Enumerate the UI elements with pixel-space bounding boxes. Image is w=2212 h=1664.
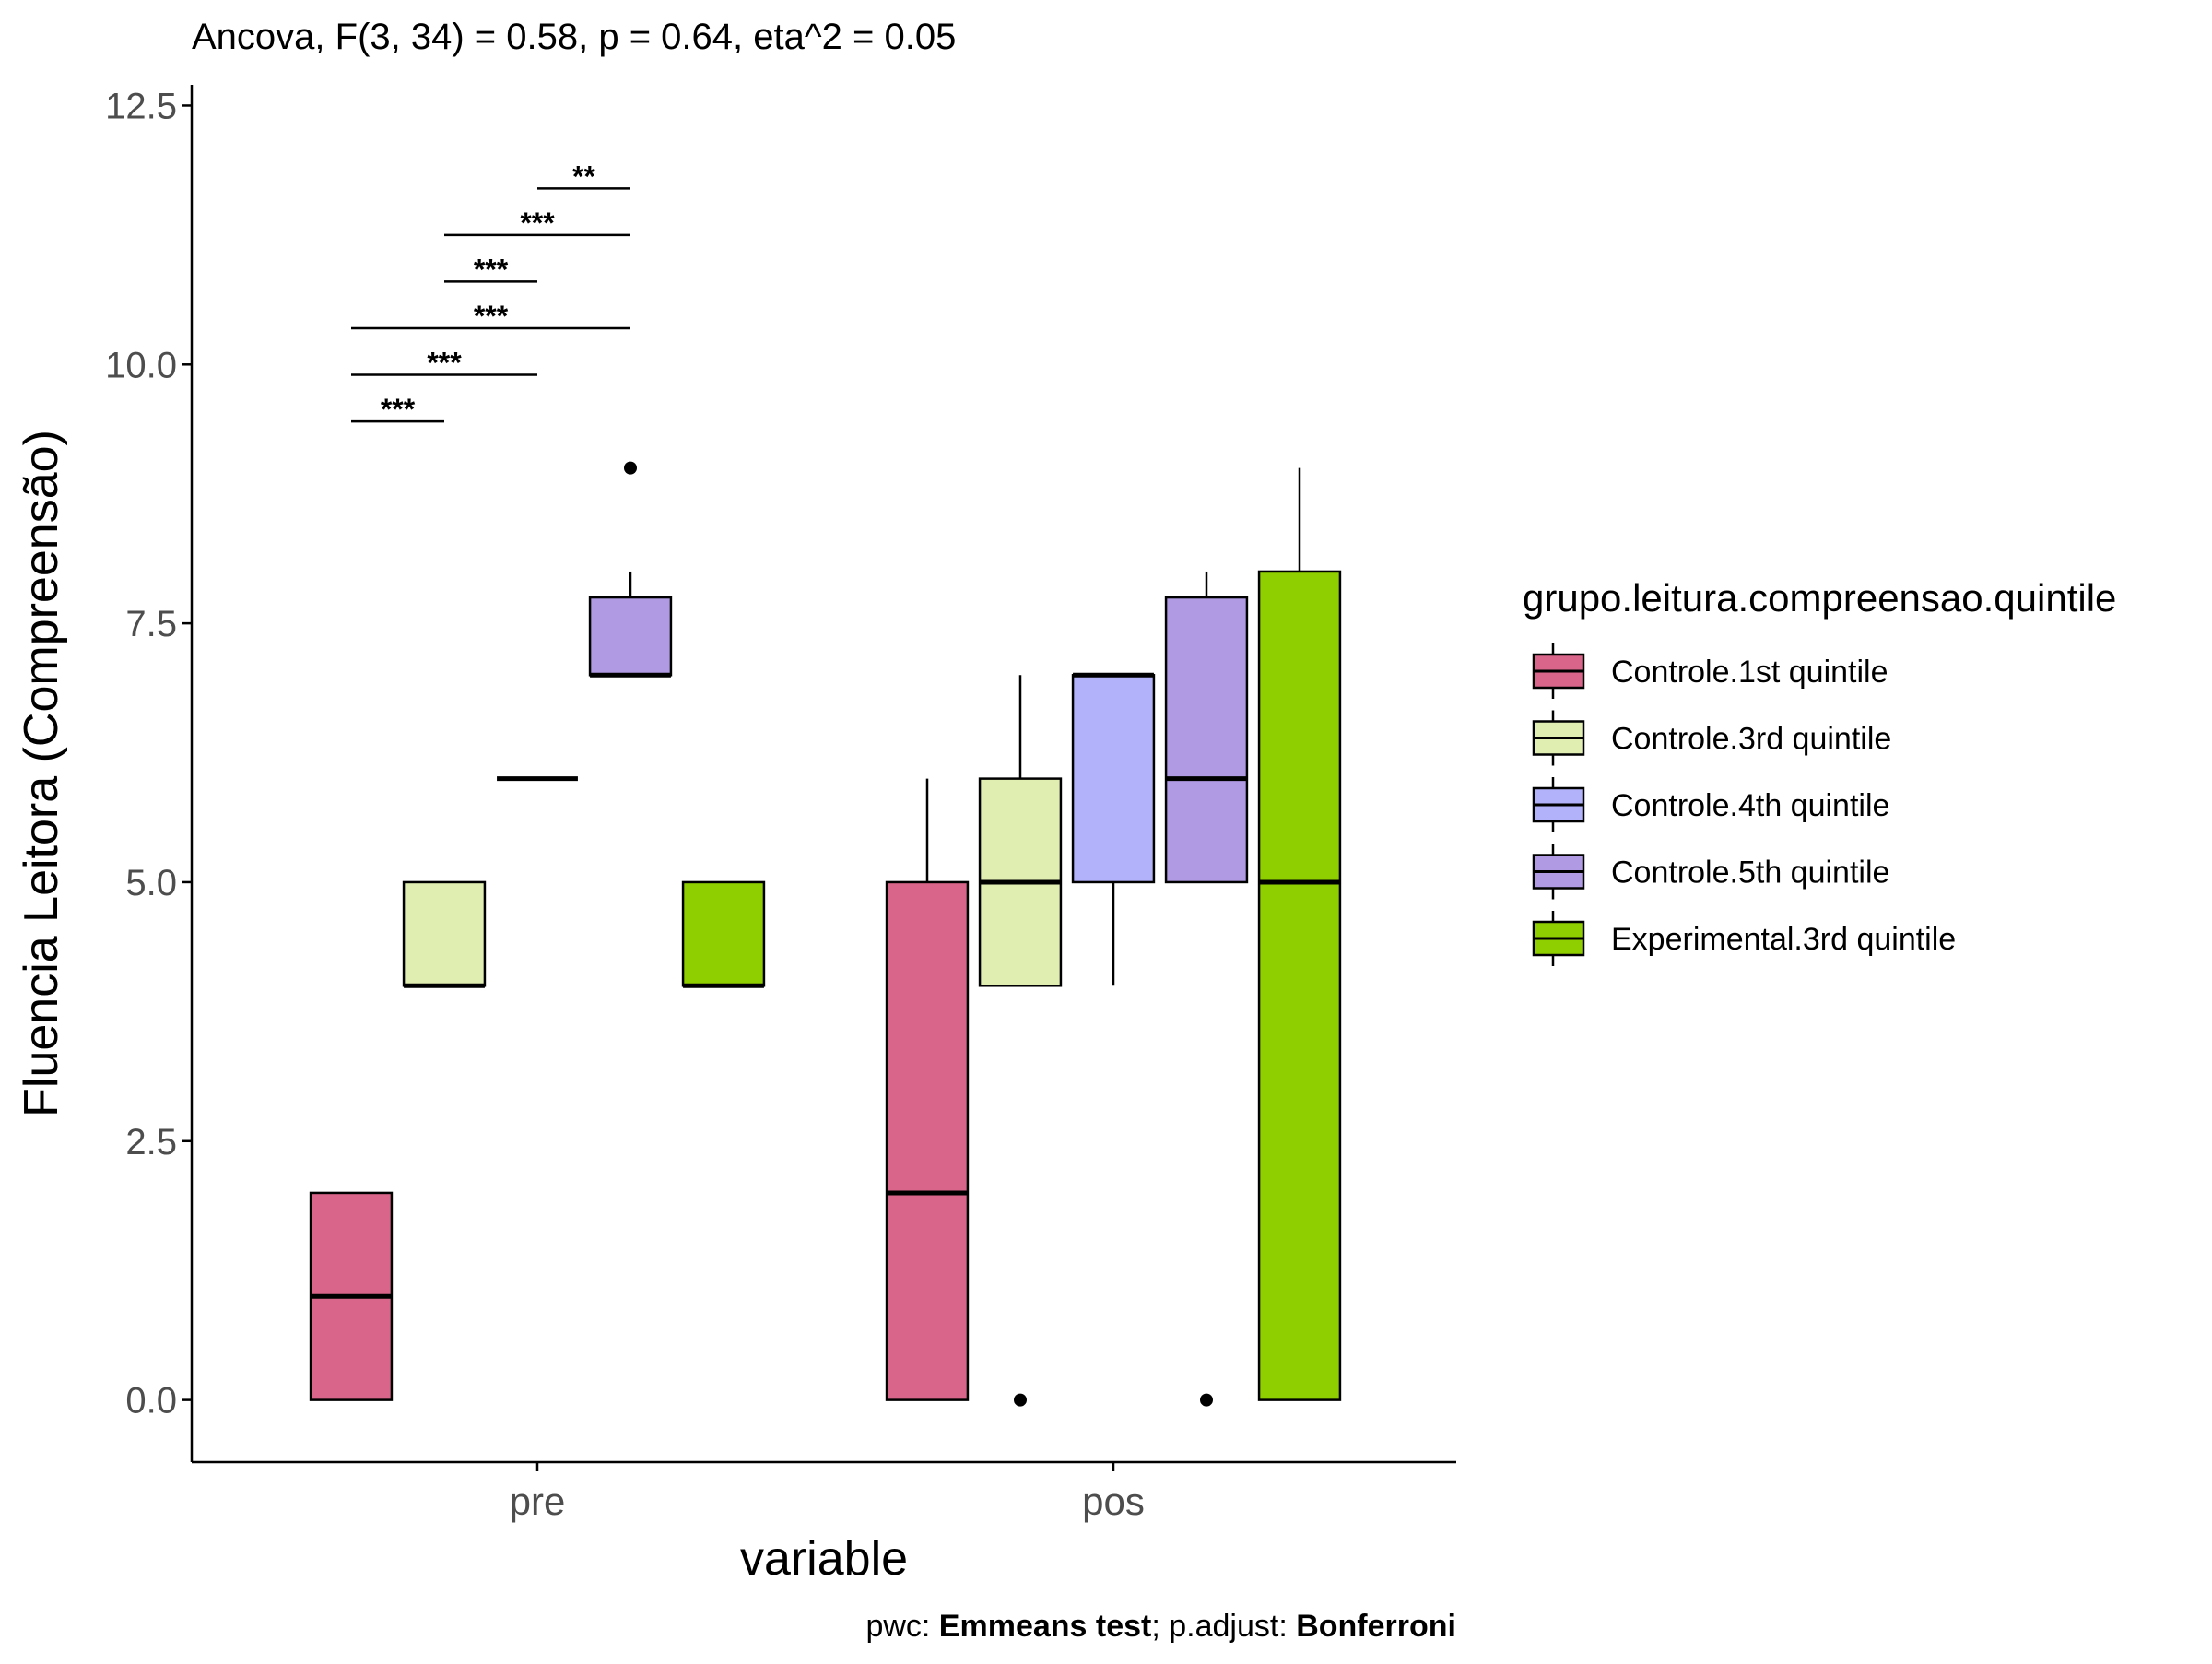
caption-part: Emmeans test: [939, 1609, 1152, 1644]
legend-item: Experimental.3rd quintile: [1532, 911, 1956, 966]
box-pre-3: [588, 461, 673, 678]
box-body: [1164, 596, 1249, 884]
box-pos-1: [978, 675, 1063, 1407]
y-tick-label: 5.0: [125, 863, 177, 903]
box-body: [402, 880, 487, 987]
legend-label: Controle.1st quintile: [1611, 655, 1888, 690]
box-body: [885, 880, 970, 1401]
box-pre-1: [402, 880, 487, 988]
box-pos-0: [885, 778, 970, 1401]
legend-label: Controle.5th quintile: [1611, 856, 1889, 891]
legend-item: Controle.1st quintile: [1532, 643, 1888, 699]
significance-label: ***: [474, 253, 509, 286]
outlier-point: [1014, 1393, 1027, 1407]
y-tick-label: 7.5: [125, 604, 177, 644]
significance-label: ***: [520, 207, 555, 240]
chart-title: Ancova, F(3, 34) = 0.58, p = 0.64, eta^2…: [192, 17, 956, 57]
caption-part: ; p.adjust:: [1151, 1609, 1296, 1644]
caption-part: Bonferroni: [1296, 1609, 1456, 1644]
y-tick-label: 10.0: [105, 345, 177, 385]
significance-label: **: [572, 159, 595, 193]
significance-label: ***: [474, 300, 509, 333]
outlier-point: [624, 461, 637, 475]
legend-label: Controle.3rd quintile: [1611, 722, 1891, 757]
caption: pwc: Emmeans test; p.adjust: Bonferroni: [865, 1609, 1456, 1644]
caption-part: pwc:: [865, 1609, 938, 1644]
legend-title: grupo.leitura.compreensao.quintile: [1523, 576, 2116, 620]
y-tick-label: 12.5: [105, 86, 177, 126]
box-body: [588, 596, 673, 677]
significance-label: ***: [427, 347, 462, 380]
y-tick-label: 0.0: [125, 1381, 177, 1422]
x-tick-label: pos: [1082, 1480, 1145, 1523]
legend-item: Controle.4th quintile: [1532, 777, 1889, 832]
y-axis-label: Fluencia Leitora (Compreensão): [15, 430, 68, 1117]
box-pos-2: [1071, 672, 1156, 986]
legend-item: Controle.3rd quintile: [1532, 710, 1891, 766]
legend-label: Experimental.3rd quintile: [1611, 922, 1956, 957]
x-tick-label: pre: [510, 1480, 566, 1523]
legend-label: Controle.4th quintile: [1611, 788, 1889, 823]
box-body: [681, 880, 766, 987]
y-tick-label: 2.5: [125, 1122, 177, 1162]
box-pos-4: [1257, 467, 1342, 1401]
x-axis-label: variable: [740, 1532, 908, 1586]
box-pre-0: [309, 1191, 394, 1401]
significance-label: ***: [381, 393, 416, 426]
legend-item: Controle.5th quintile: [1532, 844, 1889, 900]
outlier-point: [1200, 1393, 1213, 1407]
box-pre-4: [681, 880, 766, 988]
box-body: [1257, 570, 1342, 1401]
box-body: [1071, 674, 1156, 884]
box-pos-3: [1164, 571, 1249, 1407]
